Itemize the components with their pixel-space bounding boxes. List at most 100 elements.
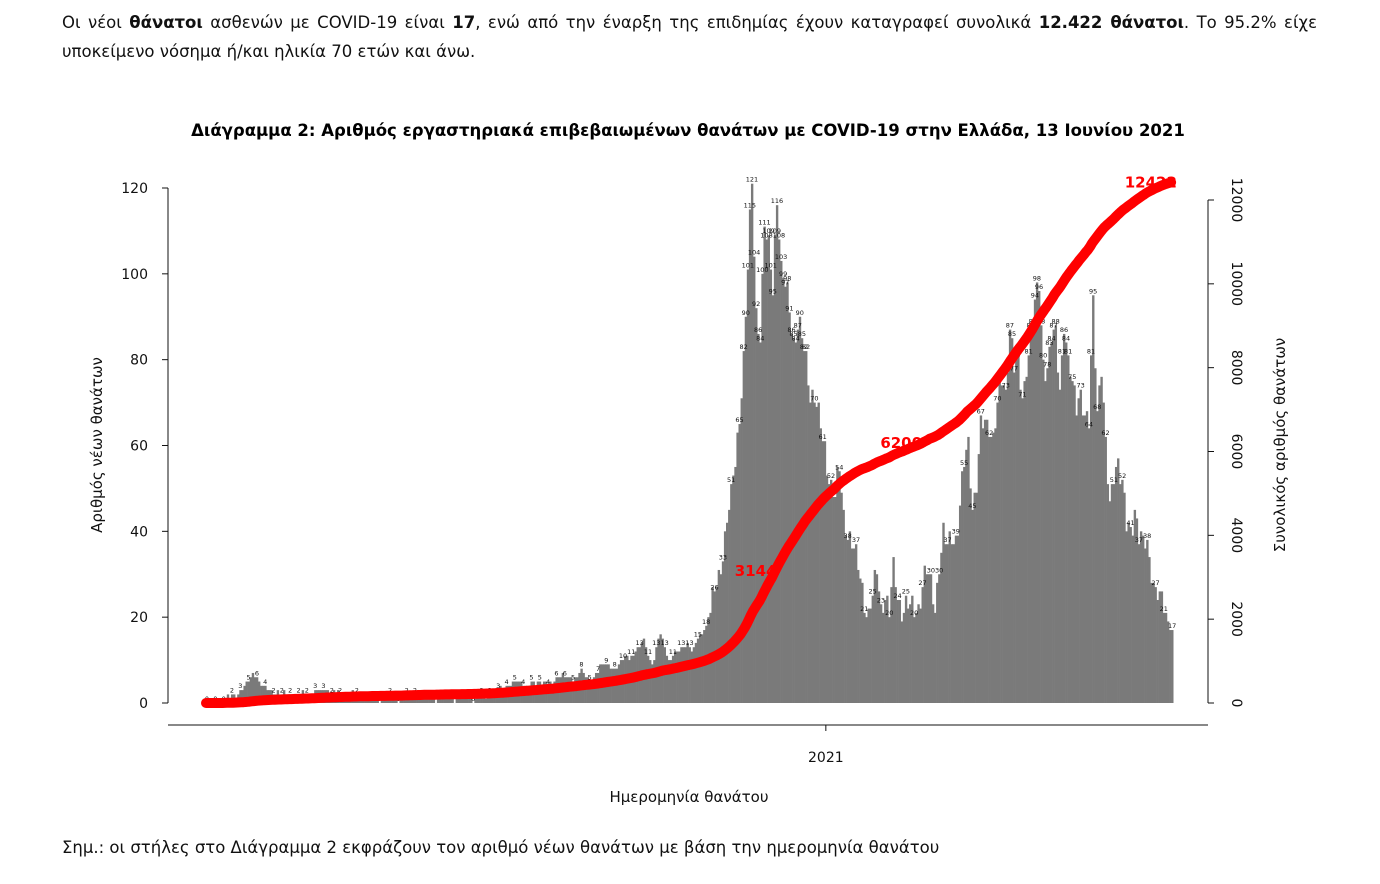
- bar: [827, 484, 831, 703]
- bar-value-label: 33: [719, 553, 727, 561]
- bar-value-label: 2: [338, 686, 342, 694]
- bar-value-label: 86: [1060, 326, 1068, 334]
- x-axis-label: Ημερομηνία θανάτου: [609, 788, 768, 806]
- bar: [653, 660, 656, 703]
- bar: [726, 522, 729, 703]
- bar: [615, 668, 619, 703]
- bar: [792, 338, 795, 703]
- bar: [1142, 535, 1145, 703]
- bar: [713, 591, 716, 703]
- bar: [1021, 398, 1024, 703]
- bar: [913, 617, 916, 703]
- bar: [1019, 389, 1022, 703]
- bar: [430, 698, 434, 703]
- bar-value-label: 84: [1062, 335, 1070, 343]
- bar: [1117, 458, 1120, 703]
- bar: [671, 655, 675, 703]
- bar: [1083, 415, 1087, 703]
- bar-value-label: 80: [1039, 352, 1047, 360]
- bar: [836, 466, 839, 703]
- bar-value-label: 71: [1018, 390, 1026, 398]
- bar-value-label: 95: [769, 287, 777, 295]
- bar: [882, 612, 885, 703]
- bar-value-label: 15: [694, 631, 702, 639]
- bar-value-label: 23: [877, 596, 885, 604]
- bar-value-label: 81: [1087, 347, 1095, 355]
- bar-value-label: 51: [1110, 476, 1118, 484]
- bar: [846, 539, 850, 703]
- bar: [1056, 372, 1060, 703]
- bar-value-label: 27: [1151, 579, 1159, 587]
- bar: [929, 574, 933, 703]
- bar-value-label: 91: [785, 304, 793, 312]
- bar: [1087, 428, 1091, 703]
- bar: [590, 681, 594, 703]
- bar: [1010, 338, 1014, 703]
- bar: [896, 600, 899, 703]
- bar: [1075, 415, 1078, 703]
- bar-value-label: 11: [627, 648, 635, 656]
- bar: [775, 205, 779, 703]
- bar-value-label: 87: [794, 322, 802, 330]
- bar: [1096, 411, 1099, 703]
- x-axis-tick-label: 2021: [808, 750, 844, 766]
- bar-value-label: 94: [1031, 292, 1039, 300]
- bar-value-label: 97: [781, 279, 789, 287]
- bar: [838, 471, 841, 703]
- bar: [750, 183, 754, 704]
- bar: [1050, 342, 1053, 703]
- bar: [934, 612, 937, 703]
- line-annotation: 6200: [880, 434, 922, 452]
- bar: [859, 578, 862, 703]
- right-axis-tick-label: 12000: [1228, 178, 1244, 223]
- bar: [979, 415, 983, 703]
- bar: [784, 286, 787, 703]
- bar-value-label: 41: [1126, 519, 1134, 527]
- bar: [786, 282, 789, 703]
- bar-value-label: 116: [771, 197, 783, 205]
- bar: [890, 587, 893, 703]
- bar: [694, 642, 698, 703]
- bar-value-label: 95: [1089, 287, 1097, 295]
- bar: [1169, 630, 1172, 703]
- bar: [736, 432, 739, 703]
- bar: [711, 587, 714, 703]
- bar: [832, 497, 835, 703]
- bar: [676, 651, 679, 703]
- bar: [690, 651, 694, 703]
- right-axis-tick-label: 2000: [1228, 601, 1244, 637]
- bar: [422, 698, 425, 703]
- bar: [586, 677, 590, 703]
- bar: [927, 574, 931, 703]
- bar: [1110, 484, 1114, 703]
- bar: [688, 647, 691, 703]
- bar-value-label: 2: [305, 686, 309, 694]
- bar: [921, 587, 924, 703]
- bar: [871, 595, 874, 703]
- bar: [1062, 333, 1066, 703]
- bar: [773, 235, 777, 704]
- bar-value-label: 81: [1058, 347, 1066, 355]
- bar: [894, 587, 897, 703]
- bar: [1123, 492, 1126, 703]
- bar: [1154, 587, 1157, 703]
- bar: [1027, 355, 1030, 703]
- bar: [852, 548, 856, 703]
- bar-value-label: 3: [321, 682, 325, 690]
- bar-value-label: 37: [852, 536, 860, 544]
- bar: [490, 694, 494, 703]
- bar: [1042, 359, 1045, 703]
- bar: [1000, 385, 1003, 703]
- bar-value-label: 88: [1051, 317, 1059, 325]
- bar: [255, 677, 259, 703]
- bar: [723, 531, 727, 703]
- bar-value-label: 6: [255, 669, 259, 677]
- bar: [667, 660, 671, 703]
- chart-title: Διάγραμμα 2: Αριθμός εργαστηριακά επιβεβ…: [191, 121, 1185, 140]
- bar-value-label: 86: [787, 326, 795, 334]
- bar: [994, 428, 997, 703]
- bar: [1102, 402, 1105, 703]
- bar: [1029, 329, 1033, 703]
- bar-value-label: 84: [791, 335, 799, 343]
